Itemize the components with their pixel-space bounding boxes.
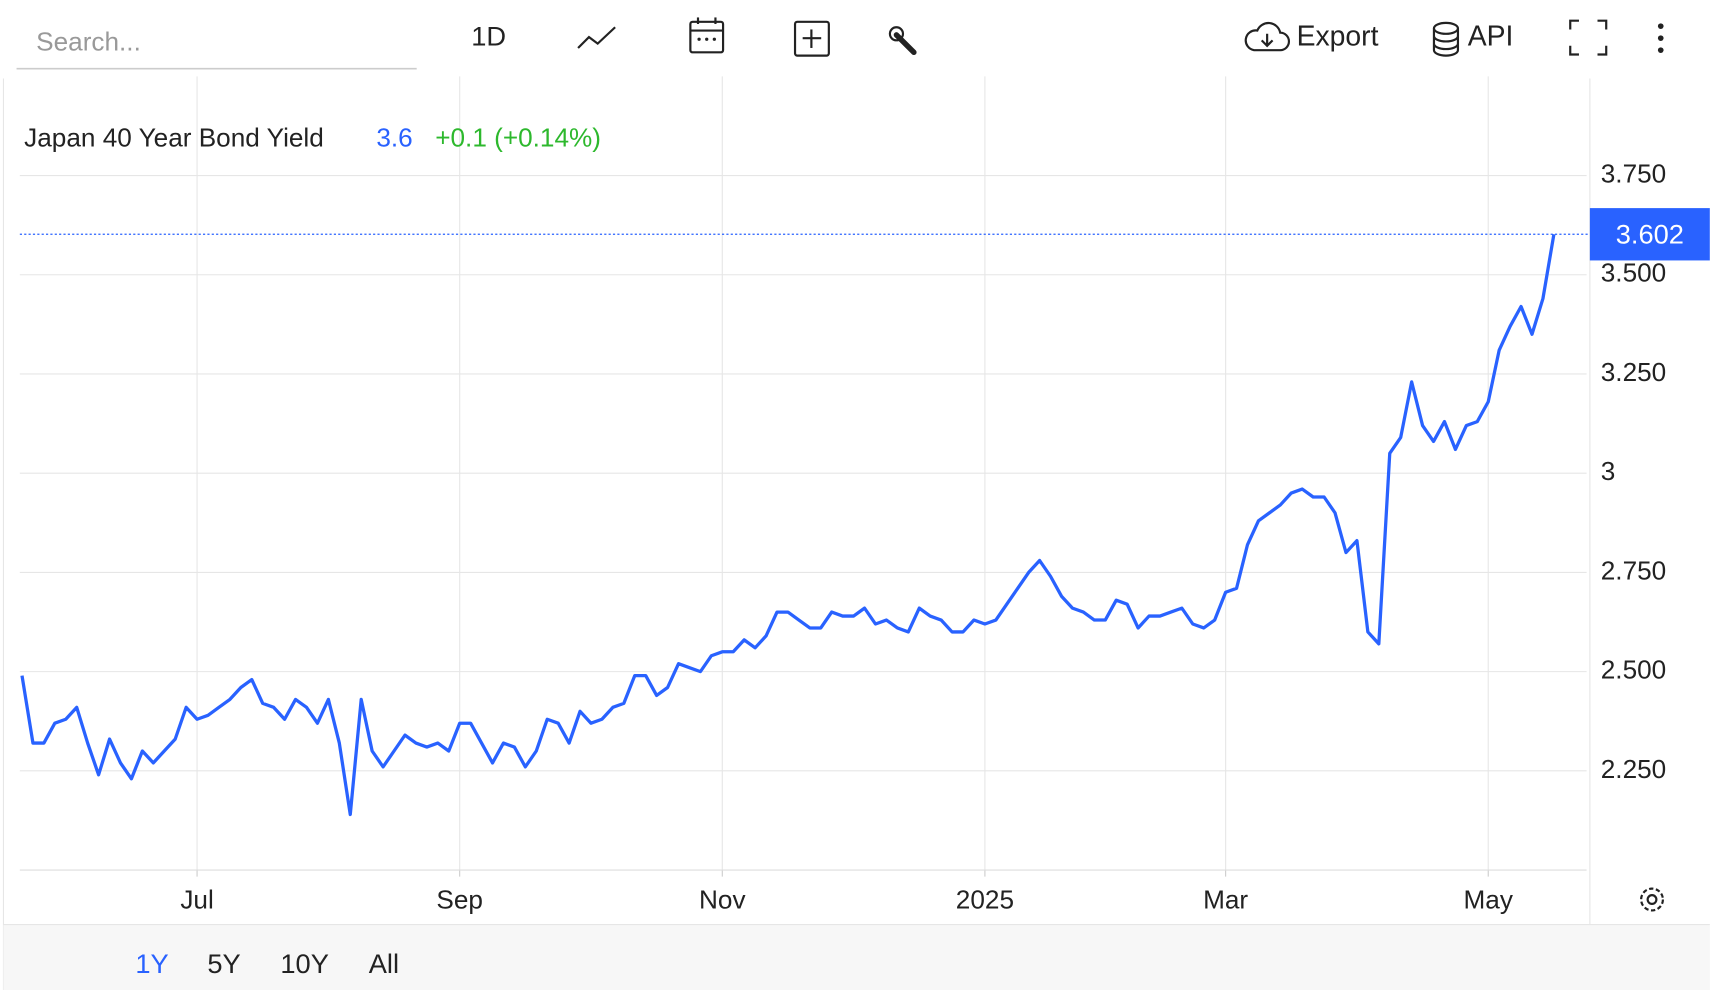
x-tick-label: Jul (180, 885, 213, 915)
x-tick-label: May (1464, 885, 1514, 915)
range-bar (3, 924, 1710, 990)
x-tick-label: Mar (1203, 885, 1248, 915)
chart-title: Japan 40 Year Bond Yield (24, 122, 324, 152)
price: 3.6 (376, 122, 412, 152)
menu-icon[interactable] (1657, 23, 1664, 53)
fullscreen-icon[interactable] (1569, 19, 1608, 56)
range-button[interactable]: 10Y (280, 948, 328, 979)
y-tick-label: 3.750 (1601, 158, 1666, 188)
y-tick-label: 2.500 (1601, 655, 1666, 685)
y-tick-label: 3.250 (1601, 357, 1666, 387)
x-tick-label: Sep (436, 885, 483, 915)
settings-icon[interactable] (1640, 887, 1665, 912)
api-button[interactable]: API (1432, 21, 1514, 57)
chart-type-icon[interactable] (577, 26, 616, 49)
compare-icon[interactable] (793, 20, 830, 57)
api-label: API (1468, 21, 1514, 53)
y-tick-label: 2.750 (1601, 555, 1666, 585)
export-button[interactable]: Export (1244, 21, 1379, 53)
calendar-icon[interactable] (689, 17, 725, 54)
search-placeholder: Search... (36, 27, 141, 57)
search-box[interactable]: Search... (16, 27, 417, 70)
tools-icon[interactable] (888, 26, 917, 56)
x-tick-label: 2025 (956, 885, 1014, 915)
plot-area: 2.250 2.500 2.750 3 3.250 3.500 3.750 Jul Sep Nov… (19, 76, 1710, 915)
price-line (20, 234, 1556, 817)
y-tick-label: 3.500 (1601, 258, 1666, 288)
change: +0.1 (+0.14%) (435, 122, 601, 152)
x-tick-label: Nov (699, 885, 746, 915)
last-price-label: 3.602 (1616, 219, 1684, 250)
range-button[interactable]: All (369, 948, 399, 979)
interval-button[interactable]: 1D (471, 20, 506, 51)
y-tick-label: 3 (1601, 456, 1616, 486)
y-tick-label: 2.250 (1601, 754, 1666, 784)
range-button[interactable]: 5Y (207, 948, 240, 979)
export-label: Export (1297, 21, 1379, 53)
range-button[interactable]: 1Y (135, 948, 168, 979)
last-price-badge (1589, 208, 1710, 261)
